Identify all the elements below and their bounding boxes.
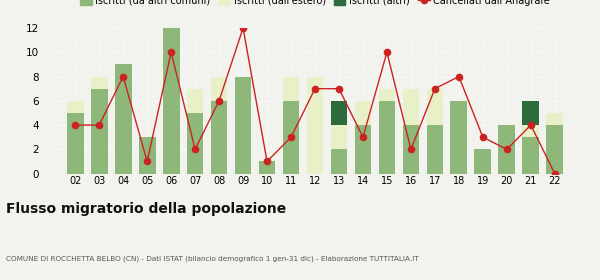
Bar [355,125,371,174]
Bar [499,125,515,174]
Bar [523,125,539,137]
Bar [547,113,563,125]
Bar [211,101,227,174]
Bar [283,76,299,101]
Bar [187,113,203,174]
Bar [331,101,347,125]
Bar [331,149,347,174]
Bar [91,89,107,174]
Bar [331,125,347,149]
Bar [403,89,419,125]
Text: Flusso migratorio della popolazione: Flusso migratorio della popolazione [6,202,286,216]
Bar [235,76,251,174]
Bar [403,125,419,174]
Bar [187,89,203,113]
Bar [67,101,83,113]
Text: COMUNE DI ROCCHETTA BELBO (CN) - Dati ISTAT (bilancio demografico 1 gen-31 dic) : COMUNE DI ROCCHETTA BELBO (CN) - Dati IS… [6,255,419,262]
Bar [355,101,371,125]
Bar [163,28,179,174]
Bar [307,76,323,174]
Bar [523,101,539,125]
Bar [379,101,395,174]
Bar [451,101,467,174]
Bar [115,64,131,174]
Bar [523,137,539,174]
Bar [67,113,83,174]
Bar [427,89,443,125]
Bar [379,89,395,101]
Bar [139,137,155,174]
Bar [547,125,563,174]
Bar [91,76,107,89]
Bar [283,101,299,174]
Bar [211,76,227,101]
Bar [475,149,491,174]
Legend: Iscritti (da altri comuni), Iscritti (dall'estero), Iscritti (altri), Cancellati: Iscritti (da altri comuni), Iscritti (da… [76,0,554,10]
Bar [259,162,275,174]
Bar [427,125,443,174]
